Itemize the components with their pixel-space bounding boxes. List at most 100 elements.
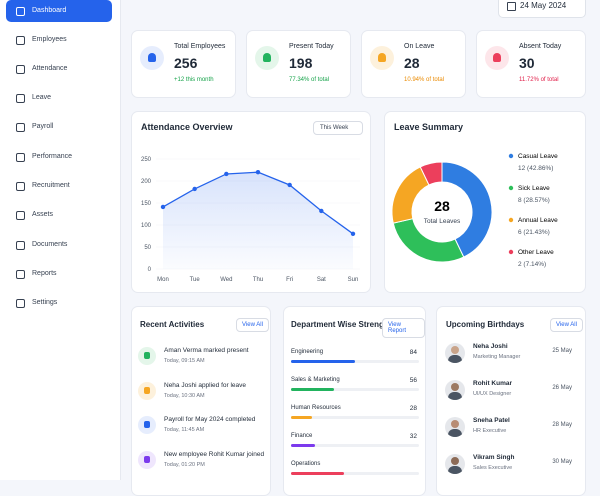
legend-dot bbox=[508, 249, 514, 255]
stat-icon bbox=[140, 46, 164, 70]
nav-label: Dashboard bbox=[32, 7, 67, 14]
donut-segment bbox=[391, 166, 430, 224]
stat-sub: +12 this month bbox=[174, 77, 214, 83]
icon-glyph bbox=[144, 386, 150, 394]
icon-glyph bbox=[144, 455, 150, 463]
nav-item[interactable]: Employees bbox=[6, 29, 112, 51]
legend-dot bbox=[508, 185, 514, 191]
bar-track bbox=[291, 360, 419, 363]
person-name: Sneha Patel bbox=[473, 417, 510, 424]
bar-track bbox=[291, 472, 419, 475]
avatar-face bbox=[451, 420, 459, 428]
page: Dashboard Employees Attendance Leave Payroll… bbox=[0, 0, 586, 496]
nav-item[interactable]: Assets bbox=[6, 204, 112, 226]
x-tick-label: Thu bbox=[253, 277, 263, 283]
icon-glyph bbox=[263, 53, 271, 62]
activity-icon bbox=[138, 450, 156, 469]
nav-label: Assets bbox=[32, 211, 54, 218]
legend-dot bbox=[508, 217, 514, 223]
card-title: Department Wise Strength bbox=[291, 320, 392, 329]
legend-value: 8 (28.57%) bbox=[518, 197, 550, 204]
nav-label: Documents bbox=[32, 241, 68, 248]
nav-label: Attendance bbox=[32, 65, 68, 72]
donut-segment bbox=[441, 161, 493, 258]
icon-glyph bbox=[493, 53, 501, 62]
person-name: Neha Joshi bbox=[473, 343, 508, 350]
nav-item[interactable]: Settings bbox=[6, 292, 112, 314]
card-title: Upcoming Birthdays bbox=[446, 320, 525, 329]
nav-item[interactable]: Recruitment bbox=[6, 175, 112, 197]
nav-label: Payroll bbox=[32, 123, 54, 130]
avatar bbox=[445, 380, 465, 400]
dept-bar bbox=[291, 416, 313, 419]
view-all[interactable]: View All bbox=[550, 318, 583, 332]
activity-icon bbox=[138, 416, 156, 434]
birthday-date: 26 May bbox=[552, 385, 572, 391]
y-tick-label: 100 bbox=[141, 223, 152, 229]
activity-icon bbox=[138, 381, 156, 400]
activity-time: Today, 11:45 AM bbox=[164, 427, 205, 433]
nav-item[interactable]: Reports bbox=[6, 263, 112, 285]
nav-item[interactable]: Attendance bbox=[6, 58, 112, 80]
nav-item[interactable]: Performance bbox=[6, 146, 112, 168]
avatar-face bbox=[451, 457, 459, 465]
nav-label: Performance bbox=[32, 153, 73, 160]
view-all[interactable]: View All bbox=[236, 318, 269, 332]
point bbox=[319, 208, 324, 214]
donut-total: 28 bbox=[434, 198, 450, 214]
card-title: Attendance Overview bbox=[141, 122, 233, 132]
legend-value: 2 (7.14%) bbox=[518, 261, 546, 268]
nav-item[interactable]: Dashboard bbox=[6, 0, 112, 22]
legend-dot bbox=[508, 153, 514, 159]
sidebar: Dashboard Employees Attendance Leave Payroll… bbox=[0, 0, 121, 480]
legend-value: 6 (21.43%) bbox=[518, 229, 550, 236]
y-tick-label: 250 bbox=[141, 157, 152, 163]
card-title: Recent Activities bbox=[140, 320, 205, 329]
bar-track bbox=[291, 388, 419, 391]
dept-bar bbox=[291, 472, 344, 475]
stat-card: Absent Today 30 11.72% of total bbox=[476, 30, 586, 98]
view-report[interactable]: View Report bbox=[382, 318, 425, 338]
leave-card: Leave Summary Casual Leave 12 (42.86%) Sic… bbox=[384, 111, 586, 293]
icon-glyph bbox=[378, 53, 386, 62]
person-role: HR Executive bbox=[473, 428, 507, 434]
bar-track bbox=[291, 416, 419, 419]
dept-name: Finance bbox=[291, 433, 313, 439]
x-tick-label: Tue bbox=[190, 277, 201, 283]
point bbox=[350, 231, 356, 236]
activity-time: Today, 01:20 PM bbox=[164, 461, 205, 468]
dept-value: 28 bbox=[409, 405, 417, 412]
person-role: Marketing Manager bbox=[473, 354, 521, 360]
stat-value: 256 bbox=[174, 55, 198, 71]
avatar bbox=[445, 417, 465, 437]
activity-text: Neha Joshi applied for leave bbox=[164, 381, 247, 389]
icon-glyph bbox=[144, 421, 150, 428]
stat-card: On Leave 28 10.94% of total bbox=[361, 30, 466, 98]
donut-label: Total Leaves bbox=[424, 218, 461, 225]
y-tick-label: 150 bbox=[141, 201, 152, 207]
nav-item[interactable]: Payroll bbox=[6, 116, 112, 138]
dept-value: 56 bbox=[409, 377, 417, 384]
point bbox=[224, 171, 229, 177]
card-title: Leave Summary bbox=[394, 122, 464, 132]
attendance-card: Attendance Overview This Week 0 50 100 150 2… bbox=[131, 111, 371, 293]
week-dropdown[interactable]: This Week bbox=[313, 121, 364, 135]
dept-name: Human Resources bbox=[291, 405, 341, 411]
point bbox=[255, 170, 261, 175]
stat-icon bbox=[255, 46, 279, 70]
nav-item[interactable]: Leave bbox=[6, 87, 112, 109]
nav-label: Settings bbox=[32, 299, 58, 306]
nav-label: Recruitment bbox=[32, 182, 70, 189]
nav-item[interactable]: Documents bbox=[6, 234, 112, 256]
birthdays-card: Upcoming Birthdays View All Neha Joshi Mar… bbox=[436, 306, 586, 496]
stat-label: Absent Today bbox=[519, 43, 562, 50]
activity-time: Today, 09:15 AM bbox=[164, 358, 205, 364]
avatar-face bbox=[451, 346, 459, 354]
stat-card: Present Today 198 77.34% of total bbox=[246, 30, 351, 98]
avatar bbox=[445, 343, 465, 363]
stat-icon bbox=[485, 46, 509, 70]
dept-bar bbox=[291, 388, 334, 391]
activity-text: New employee Rohit Kumar joined bbox=[164, 450, 265, 458]
date-picker[interactable]: 24 May 2024 bbox=[498, 0, 586, 18]
area bbox=[163, 172, 353, 269]
